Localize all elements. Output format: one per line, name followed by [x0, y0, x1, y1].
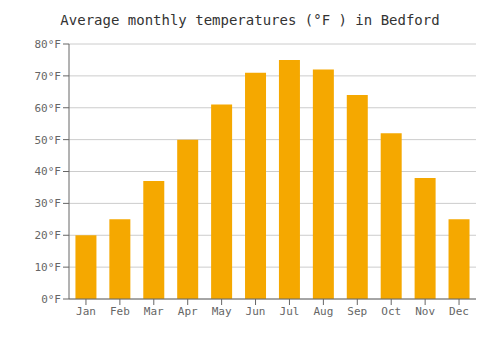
svg-text:20°F: 20°F [35, 229, 62, 242]
svg-text:Jul: Jul [280, 305, 300, 318]
svg-text:Dec: Dec [449, 305, 469, 318]
svg-text:80°F: 80°F [35, 38, 62, 51]
svg-text:50°F: 50°F [35, 134, 62, 147]
svg-text:10°F: 10°F [35, 261, 62, 274]
svg-text:May: May [212, 305, 232, 318]
svg-text:0°F: 0°F [41, 293, 61, 306]
svg-text:Jan: Jan [76, 305, 96, 318]
svg-text:60°F: 60°F [35, 102, 62, 115]
svg-text:Jun: Jun [246, 305, 266, 318]
svg-text:Sep: Sep [347, 305, 367, 318]
svg-text:Nov: Nov [415, 305, 435, 318]
svg-text:Apr: Apr [178, 305, 198, 318]
svg-text:Oct: Oct [381, 305, 401, 318]
svg-text:30°F: 30°F [35, 197, 62, 210]
html-text:Average monthly temperatures (: Average monthly temperatures (°F ) in Be… [60, 12, 440, 28]
svg-text:40°F: 40°F [35, 165, 62, 178]
svg-text:70°F: 70°F [35, 70, 62, 83]
svg-text:Mar: Mar [144, 305, 164, 318]
svg-text:Feb: Feb [110, 305, 130, 318]
svg-text:Aug: Aug [313, 305, 333, 318]
